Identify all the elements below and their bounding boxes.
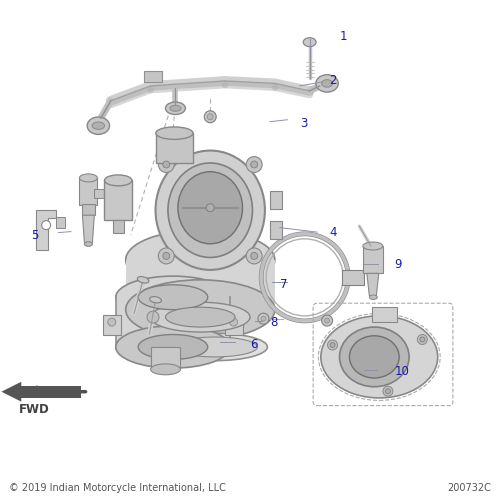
Ellipse shape [138, 334, 207, 359]
Ellipse shape [363, 242, 383, 250]
Circle shape [246, 156, 262, 172]
Text: 3: 3 [300, 116, 307, 130]
Ellipse shape [116, 276, 230, 318]
Ellipse shape [80, 174, 98, 182]
Circle shape [418, 334, 428, 344]
Circle shape [206, 204, 214, 212]
Ellipse shape [303, 38, 316, 46]
Ellipse shape [156, 127, 193, 140]
Circle shape [322, 315, 332, 326]
Ellipse shape [350, 336, 399, 378]
Bar [126, 260, 275, 310]
Ellipse shape [92, 122, 104, 130]
Text: © 2019 Indian Motorcycle International, LLC: © 2019 Indian Motorcycle International, … [9, 482, 226, 492]
Ellipse shape [166, 307, 235, 327]
Bar [116, 297, 230, 347]
Ellipse shape [138, 276, 149, 283]
Bar [372, 307, 396, 322]
Circle shape [258, 313, 269, 324]
Bar [150, 347, 180, 370]
Circle shape [163, 252, 170, 260]
Circle shape [163, 161, 170, 168]
Text: 9: 9 [394, 258, 402, 272]
Circle shape [108, 318, 116, 326]
Ellipse shape [116, 326, 230, 368]
Ellipse shape [150, 296, 162, 303]
Circle shape [230, 318, 237, 326]
Circle shape [177, 311, 189, 323]
Circle shape [383, 386, 393, 396]
Bar [114, 220, 124, 232]
Ellipse shape [173, 337, 258, 357]
Ellipse shape [138, 285, 207, 310]
Ellipse shape [84, 242, 92, 246]
Circle shape [420, 337, 425, 342]
Polygon shape [82, 215, 94, 242]
Ellipse shape [150, 364, 180, 375]
Circle shape [324, 318, 330, 323]
Ellipse shape [322, 80, 332, 87]
Ellipse shape [168, 163, 252, 258]
Circle shape [246, 248, 262, 264]
Text: 1: 1 [340, 30, 347, 43]
Circle shape [42, 220, 50, 230]
Text: 8: 8 [270, 316, 278, 328]
Ellipse shape [126, 230, 275, 290]
Ellipse shape [321, 316, 438, 398]
Bar [363, 246, 383, 274]
Circle shape [147, 311, 159, 323]
Ellipse shape [170, 106, 181, 112]
Circle shape [386, 388, 390, 394]
Text: 200732C: 200732C [448, 482, 491, 492]
Bar [156, 133, 193, 163]
Bar [104, 314, 120, 334]
Circle shape [207, 114, 213, 119]
Circle shape [250, 252, 258, 260]
Text: 4: 4 [330, 226, 337, 239]
Ellipse shape [126, 280, 275, 340]
Bar [270, 192, 282, 209]
Circle shape [158, 248, 174, 264]
Circle shape [250, 161, 258, 168]
Ellipse shape [166, 102, 186, 115]
Ellipse shape [104, 175, 132, 186]
Text: 7: 7 [280, 278, 287, 291]
Ellipse shape [163, 334, 268, 360]
Ellipse shape [178, 172, 242, 244]
Polygon shape [367, 274, 379, 295]
Circle shape [261, 316, 266, 321]
Bar [80, 178, 98, 205]
Ellipse shape [316, 74, 338, 92]
Circle shape [158, 156, 174, 172]
Bar [56, 216, 65, 228]
Circle shape [330, 342, 335, 347]
Bar [94, 189, 106, 198]
Text: 10: 10 [394, 366, 409, 378]
Bar [82, 204, 95, 215]
Text: 6: 6 [250, 338, 258, 351]
Circle shape [328, 340, 338, 350]
Text: 2: 2 [330, 74, 337, 88]
Text: 5: 5 [31, 228, 38, 241]
Ellipse shape [156, 150, 265, 270]
Ellipse shape [150, 302, 250, 332]
Bar [104, 180, 132, 220]
Ellipse shape [340, 327, 409, 386]
Polygon shape [2, 382, 21, 402]
Bar [342, 270, 364, 285]
Circle shape [204, 111, 216, 122]
Bar [225, 314, 242, 334]
Polygon shape [36, 210, 56, 250]
Bar [270, 221, 282, 239]
Ellipse shape [370, 295, 378, 300]
Ellipse shape [87, 117, 110, 134]
Polygon shape [22, 386, 81, 398]
Bar [144, 71, 162, 82]
Text: FWD: FWD [19, 403, 50, 416]
